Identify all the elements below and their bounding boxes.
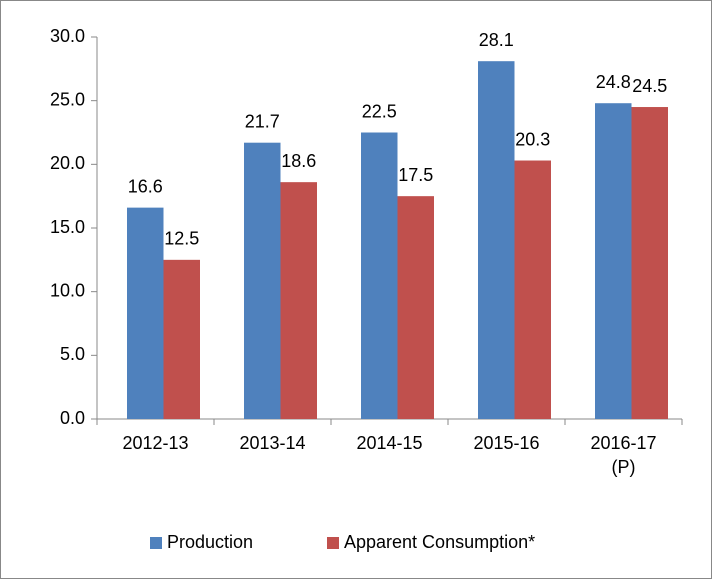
legend-label: Apparent Consumption* [344, 532, 535, 552]
y-tick-label: 10.0 [50, 280, 85, 300]
x-tick-label: 2015-16 [473, 433, 539, 453]
legend-swatch [150, 537, 162, 549]
x-tick-label: 2014-15 [356, 433, 422, 453]
y-tick-label: 25.0 [50, 89, 85, 109]
legend-swatch [327, 537, 339, 549]
legend-label: Production [167, 532, 253, 552]
bar [595, 103, 632, 420]
data-label: 24.5 [632, 76, 667, 96]
data-label: 24.8 [596, 72, 631, 92]
bar [163, 259, 200, 419]
data-label: 28.1 [479, 30, 514, 50]
x-tick-label: 2016-17 (P) [590, 433, 656, 477]
x-tick-label: 2013-14 [239, 433, 305, 453]
data-label: 18.6 [281, 151, 316, 171]
data-label: 17.5 [398, 165, 433, 185]
bar [478, 61, 515, 420]
bar [127, 207, 164, 419]
y-tick-label: 30.0 [50, 26, 85, 46]
y-tick-label: 20.0 [50, 153, 85, 173]
y-tick-label: 5.0 [60, 344, 85, 364]
bar [397, 196, 434, 419]
x-tick-label-line: (P) [612, 457, 636, 477]
y-tick-label: 0.0 [60, 408, 85, 428]
bar [514, 160, 551, 419]
data-label: 12.5 [164, 229, 199, 249]
data-label: 16.6 [128, 176, 163, 196]
bar [244, 142, 281, 420]
bar [361, 132, 398, 419]
bar [631, 107, 668, 420]
data-label: 22.5 [362, 101, 397, 121]
y-tick-label: 15.0 [50, 217, 85, 237]
bar [280, 182, 317, 419]
data-label: 20.3 [515, 129, 550, 149]
x-tick-label-line: 2016-17 [590, 433, 656, 453]
x-tick-label: 2012-13 [122, 433, 188, 453]
data-label: 21.7 [245, 111, 280, 131]
